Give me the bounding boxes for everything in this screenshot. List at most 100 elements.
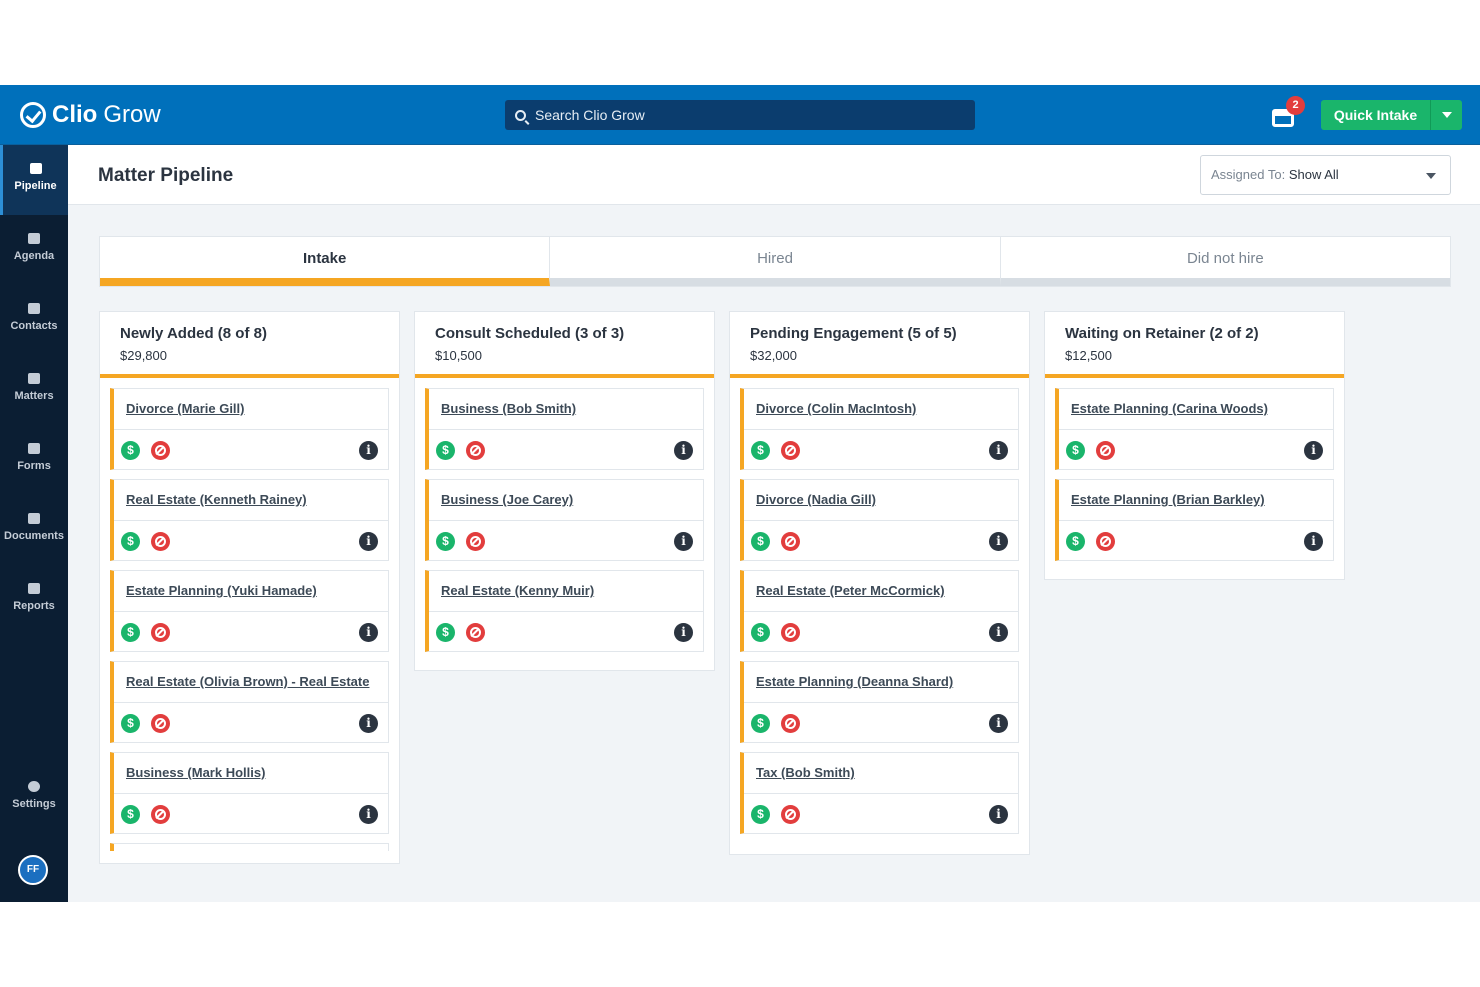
matter-link[interactable]: Real Estate (Kenny Muir) bbox=[429, 571, 703, 612]
info-icon[interactable]: i bbox=[359, 532, 378, 551]
dollar-icon[interactable]: $ bbox=[121, 714, 140, 733]
clio-grow-logo[interactable]: Clio Grow bbox=[20, 100, 161, 130]
assigned-to-select[interactable]: Assigned To: Show All bbox=[1200, 155, 1451, 195]
not-hired-icon[interactable] bbox=[466, 623, 485, 642]
sidebar-item-contacts[interactable]: Contacts bbox=[0, 285, 68, 355]
matter-link[interactable]: Divorce (Colin MacIntosh) bbox=[744, 389, 1018, 430]
sidebar-item-documents[interactable]: Documents bbox=[0, 495, 68, 565]
not-hired-icon[interactable] bbox=[1096, 532, 1115, 551]
sidebar-item-pipeline[interactable]: Pipeline bbox=[0, 145, 68, 215]
top-bar: Clio Grow Search Clio Grow 2 Quick Intak… bbox=[0, 85, 1480, 145]
info-icon[interactable]: i bbox=[989, 532, 1008, 551]
matter-card[interactable]: Business (Joe Carey) $ i bbox=[425, 479, 704, 561]
info-icon[interactable]: i bbox=[989, 805, 1008, 824]
dollar-icon[interactable]: $ bbox=[121, 441, 140, 460]
matter-card[interactable]: Divorce (Nadia Gill) $ i bbox=[740, 479, 1019, 561]
matter-link[interactable]: Tax (Bob Smith) bbox=[744, 753, 1018, 794]
not-hired-icon[interactable] bbox=[781, 714, 800, 733]
not-hired-icon[interactable] bbox=[781, 532, 800, 551]
not-hired-icon[interactable] bbox=[781, 623, 800, 642]
pipeline-column-waiting-on-retainer: Waiting on Retainer (2 of 2) $12,500 Est… bbox=[1044, 311, 1345, 580]
inbox-icon[interactable] bbox=[1272, 109, 1294, 127]
matter-link[interactable]: Estate Planning (Deanna Shard) bbox=[744, 662, 1018, 703]
matter-card-partial bbox=[110, 843, 389, 851]
matter-link[interactable]: Estate Planning (Yuki Hamade) bbox=[114, 571, 388, 612]
tab-did-not-hire[interactable]: Did not hire bbox=[1000, 237, 1450, 286]
not-hired-icon[interactable] bbox=[151, 805, 170, 824]
matter-link[interactable]: Business (Joe Carey) bbox=[429, 480, 703, 521]
info-icon[interactable]: i bbox=[1304, 532, 1323, 551]
matter-card[interactable]: Tax (Bob Smith) $ i bbox=[740, 752, 1019, 834]
info-icon[interactable]: i bbox=[359, 714, 378, 733]
dollar-icon[interactable]: $ bbox=[751, 532, 770, 551]
info-icon[interactable]: i bbox=[989, 441, 1008, 460]
dollar-icon[interactable]: $ bbox=[121, 623, 140, 642]
not-hired-icon[interactable] bbox=[151, 532, 170, 551]
matter-link[interactable]: Real Estate (Olivia Brown) - Real Estate bbox=[114, 662, 388, 703]
matter-link[interactable]: Estate Planning (Carina Woods) bbox=[1059, 389, 1333, 430]
matter-card[interactable]: Real Estate (Kenny Muir) $ i bbox=[425, 570, 704, 652]
not-hired-icon[interactable] bbox=[781, 441, 800, 460]
not-hired-icon[interactable] bbox=[781, 805, 800, 824]
dollar-icon[interactable]: $ bbox=[1066, 441, 1085, 460]
matter-card[interactable]: Estate Planning (Carina Woods) $ i bbox=[1055, 388, 1334, 470]
dollar-icon[interactable]: $ bbox=[121, 805, 140, 824]
info-icon[interactable]: i bbox=[674, 441, 693, 460]
dollar-icon[interactable]: $ bbox=[751, 441, 770, 460]
matter-link[interactable]: Divorce (Nadia Gill) bbox=[744, 480, 1018, 521]
tab-hired[interactable]: Hired bbox=[550, 237, 1001, 286]
info-icon[interactable]: i bbox=[359, 805, 378, 824]
dollar-icon[interactable]: $ bbox=[1066, 532, 1085, 551]
sidebar-item-agenda[interactable]: Agenda bbox=[0, 215, 68, 285]
matter-card[interactable]: Real Estate (Olivia Brown) - Real Estate… bbox=[110, 661, 389, 743]
info-icon[interactable]: i bbox=[359, 623, 378, 642]
search-input[interactable]: Search Clio Grow bbox=[505, 100, 975, 130]
dollar-icon[interactable]: $ bbox=[751, 623, 770, 642]
sidebar-item-reports[interactable]: Reports bbox=[0, 565, 68, 635]
dollar-icon[interactable]: $ bbox=[121, 532, 140, 551]
matter-link[interactable]: Business (Bob Smith) bbox=[429, 389, 703, 430]
matter-link[interactable]: Real Estate (Peter McCormick) bbox=[744, 571, 1018, 612]
sidebar-item-forms[interactable]: Forms bbox=[0, 425, 68, 495]
dollar-icon[interactable]: $ bbox=[751, 714, 770, 733]
assigned-value: Show All bbox=[1288, 167, 1339, 182]
dollar-icon[interactable]: $ bbox=[436, 532, 455, 551]
not-hired-icon[interactable] bbox=[466, 441, 485, 460]
matter-card[interactable]: Estate Planning (Brian Barkley) $ i bbox=[1055, 479, 1334, 561]
dollar-icon[interactable]: $ bbox=[436, 623, 455, 642]
sidebar-item-matters[interactable]: Matters bbox=[0, 355, 68, 425]
matter-card[interactable]: Estate Planning (Deanna Shard) $ i bbox=[740, 661, 1019, 743]
not-hired-icon[interactable] bbox=[1096, 441, 1115, 460]
matter-card[interactable]: Divorce (Marie Gill) $ i bbox=[110, 388, 389, 470]
not-hired-icon[interactable] bbox=[466, 532, 485, 551]
dollar-icon[interactable]: $ bbox=[751, 805, 770, 824]
matter-card[interactable]: Business (Bob Smith) $ i bbox=[425, 388, 704, 470]
sidebar-item-settings[interactable]: Settings bbox=[0, 763, 68, 833]
not-hired-icon[interactable] bbox=[151, 714, 170, 733]
quick-intake-button[interactable]: Quick Intake bbox=[1321, 100, 1462, 130]
matter-link[interactable]: Estate Planning (Brian Barkley) bbox=[1059, 480, 1333, 521]
avatar[interactable]: FF bbox=[18, 855, 48, 885]
sidebar-item-label: Agenda bbox=[13, 250, 55, 262]
matter-link[interactable]: Real Estate (Kenneth Rainey) bbox=[114, 480, 388, 521]
not-hired-icon[interactable] bbox=[151, 441, 170, 460]
info-icon[interactable]: i bbox=[989, 714, 1008, 733]
matter-link[interactable]: Divorce (Marie Gill) bbox=[114, 389, 388, 430]
info-icon[interactable]: i bbox=[674, 623, 693, 642]
matter-card[interactable]: Real Estate (Peter McCormick) $ i bbox=[740, 570, 1019, 652]
info-icon[interactable]: i bbox=[674, 532, 693, 551]
dollar-icon[interactable]: $ bbox=[436, 441, 455, 460]
matter-card[interactable]: Divorce (Colin MacIntosh) $ i bbox=[740, 388, 1019, 470]
tab-intake[interactable]: Intake bbox=[100, 237, 551, 286]
form-icon bbox=[28, 443, 40, 454]
matter-card[interactable]: Business (Mark Hollis) $ i bbox=[110, 752, 389, 834]
matter-link[interactable]: Business (Mark Hollis) bbox=[114, 753, 388, 794]
matter-card[interactable]: Estate Planning (Yuki Hamade) $ i bbox=[110, 570, 389, 652]
pipeline-column-pending-engagement: Pending Engagement (5 of 5) $32,000 Divo… bbox=[729, 311, 1030, 855]
info-icon[interactable]: i bbox=[989, 623, 1008, 642]
info-icon[interactable]: i bbox=[1304, 441, 1323, 460]
not-hired-icon[interactable] bbox=[151, 623, 170, 642]
info-icon[interactable]: i bbox=[359, 441, 378, 460]
matter-card[interactable]: Real Estate (Kenneth Rainey) $ i bbox=[110, 479, 389, 561]
quick-intake-dropdown[interactable] bbox=[1430, 100, 1462, 130]
